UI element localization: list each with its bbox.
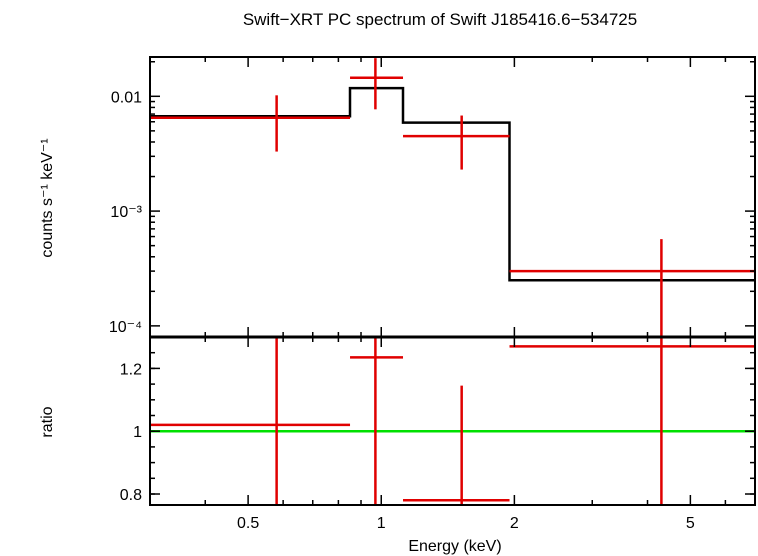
top-y-tick-label-0: 0.01 (111, 89, 142, 106)
top-y-axis-label: counts s⁻¹ keV⁻¹ (39, 138, 56, 257)
top-panel-frame (149, 56, 756, 338)
top-y-tick-label-1: 10⁻³ (110, 204, 142, 221)
bottom-y-tick-label-1: 1 (133, 424, 142, 441)
bottom-panel-frame (149, 336, 756, 506)
model-step-line (150, 86, 755, 282)
bottom-y-axis-label: ratio (39, 406, 56, 437)
x-tick-label-1: 1 (377, 515, 386, 532)
x-tick-label-0: 0.5 (237, 515, 259, 532)
x-axis-label: Energy (keV) (408, 538, 501, 555)
x-tick-label-2: 2 (510, 515, 519, 532)
top-y-tick-label-2: 10⁻⁴ (109, 319, 142, 336)
bottom-y-tick-label-2: 1.2 (120, 361, 142, 378)
chart-title: Swift−XRT PC spectrum of Swift J185416.6… (243, 10, 637, 29)
x-tick-label-3: 5 (686, 515, 695, 532)
bottom-y-tick-label-0: 0.8 (120, 487, 142, 504)
